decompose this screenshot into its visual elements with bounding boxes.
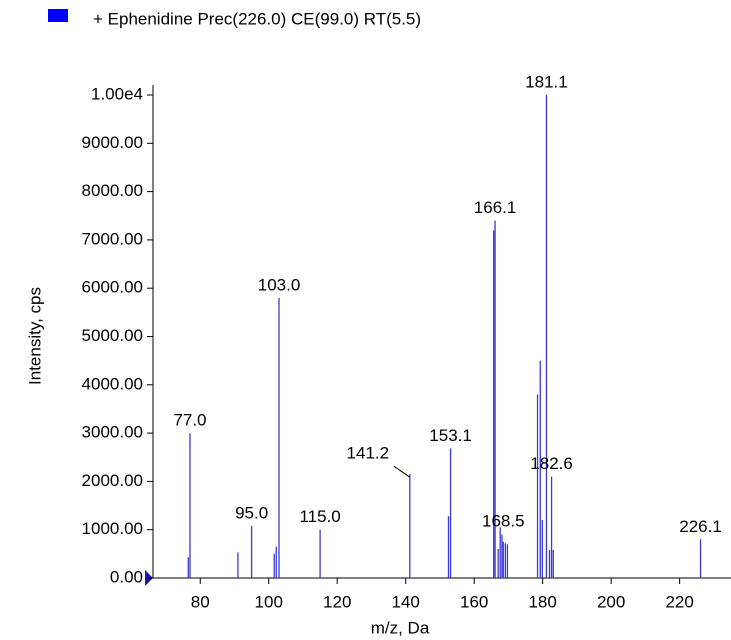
x-tick-label: 140	[392, 592, 420, 611]
y-tick-label: 4000.00	[82, 374, 143, 393]
x-tick-label: 100	[255, 592, 283, 611]
peak-label: 153.1	[429, 426, 472, 445]
peak-label: 181.1	[525, 72, 568, 91]
legend-label: + Ephenidine Prec(226.0) CE(99.0) RT(5.5…	[93, 9, 421, 28]
y-tick-label: 1.00e4	[91, 84, 143, 103]
peak-label: 168.5	[482, 511, 525, 530]
peak-label: 141.2	[347, 444, 390, 463]
peak-label: 226.1	[679, 517, 722, 536]
y-tick-label: 2000.00	[82, 471, 143, 490]
y-tick-label: 9000.00	[82, 133, 143, 152]
x-axis-title: m/z, Da	[371, 618, 430, 637]
y-tick-label: 7000.00	[82, 229, 143, 248]
leader-line	[393, 465, 411, 478]
y-tick-label: 5000.00	[82, 326, 143, 345]
x-tick-label: 80	[191, 592, 210, 611]
legend-swatch	[48, 9, 68, 22]
y-axis-title: Intensity, cps	[25, 287, 44, 385]
x-tick-label: 220	[665, 592, 693, 611]
y-tick-label: 0.00	[110, 567, 143, 586]
peak-label: 166.1	[474, 198, 517, 217]
x-tick-label: 180	[528, 592, 556, 611]
peak-label: 95.0	[235, 503, 268, 522]
x-tick-label: 160	[460, 592, 488, 611]
peak-label: 115.0	[299, 507, 340, 526]
y-tick-label: 3000.00	[82, 423, 143, 442]
y-tick-label: 6000.00	[82, 278, 143, 297]
x-tick-label: 200	[597, 592, 625, 611]
peak-label: 182.6	[530, 454, 573, 473]
y-tick-label: 8000.00	[82, 181, 143, 200]
peak-label: 103.0	[258, 275, 301, 294]
y-tick-label: 1000.00	[82, 519, 143, 538]
peak-label: 77.0	[173, 411, 206, 430]
x-tick-label: 120	[323, 592, 351, 611]
